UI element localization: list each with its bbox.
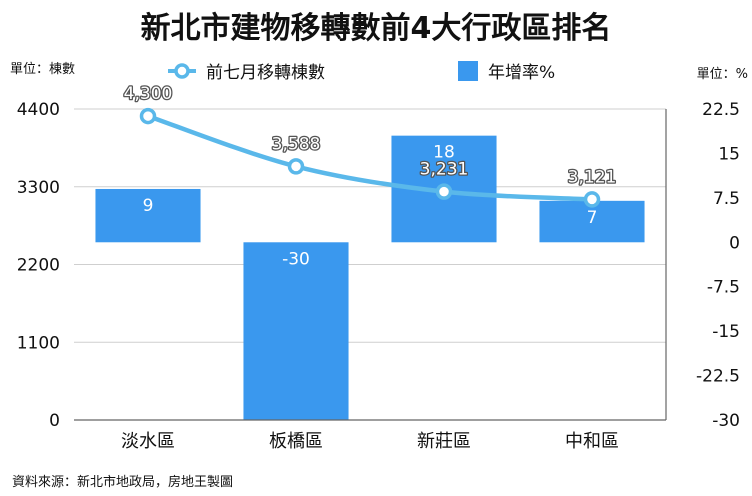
category-label: 中和區 xyxy=(565,431,619,452)
left-axis-unit: 單位：棟數 xyxy=(10,62,75,77)
left-tick-label: 1100 xyxy=(17,333,60,353)
bar-series: 9 -30 18 7 xyxy=(95,135,645,420)
category-label: 淡水區 xyxy=(121,431,175,452)
left-tick-label: 4400 xyxy=(17,100,60,120)
bar xyxy=(539,200,645,243)
series-line xyxy=(145,113,595,202)
legend-line-label: 前七月移轉棟數 xyxy=(206,63,325,83)
category-label: 新莊區 xyxy=(417,431,471,452)
right-tick-label: -15 xyxy=(712,322,740,342)
line-data-label: 4,300 xyxy=(124,84,173,104)
right-tick-label: -30 xyxy=(712,411,740,431)
right-tick-label: 0 xyxy=(729,233,740,253)
bar-data-label: 9 xyxy=(143,196,154,216)
right-tick-label: 15 xyxy=(718,144,740,164)
left-axis-ticks: 0 1100 2200 3300 4400 xyxy=(17,100,60,431)
right-tick-label: -7.5 xyxy=(707,278,740,298)
legend-bar-swatch xyxy=(458,61,478,81)
legend: 前七月移轉棟數 年增率% xyxy=(168,61,555,83)
line-point xyxy=(583,191,601,208)
left-tick-label: 3300 xyxy=(17,178,60,198)
right-tick-label: 7.5 xyxy=(713,189,740,209)
line-data-label: 3,231 xyxy=(420,160,469,180)
left-tick-label: 0 xyxy=(49,411,60,431)
gridlines xyxy=(74,108,666,343)
bar xyxy=(243,242,349,420)
legend-marker-swatch xyxy=(174,63,190,79)
right-tick-label: 22.5 xyxy=(702,100,740,120)
category-label: 板橋區 xyxy=(269,431,323,452)
category-labels: 淡水區 板橋區 新莊區 中和區 xyxy=(121,431,619,452)
bar-data-label: 18 xyxy=(433,143,455,163)
bar-data-label: 7 xyxy=(587,208,598,228)
line-series: 4,300 3,588 3,231 3,121 xyxy=(122,83,618,208)
line-point xyxy=(435,183,453,200)
right-axis-ticks: -30 -22.5 -15 -7.5 0 7.5 15 22.5 xyxy=(696,100,740,431)
bar-data-label: -30 xyxy=(282,249,310,269)
legend-bar-label: 年增率% xyxy=(488,63,555,83)
axes xyxy=(74,109,667,421)
right-axis-unit: 單位：% xyxy=(697,67,748,82)
source-note: 資料來源：新北市地政局，房地王製圖 xyxy=(12,474,233,490)
left-tick-label: 2200 xyxy=(17,256,60,276)
line-data-label: 3,121 xyxy=(568,167,617,187)
chart-title: 新北市建物移轉數前4大行政區排名 xyxy=(141,11,612,46)
line-point xyxy=(287,158,305,175)
right-tick-label: -22.5 xyxy=(696,367,740,387)
line-point xyxy=(139,107,157,125)
line-data-label: 3,588 xyxy=(272,134,321,154)
bar xyxy=(95,188,201,243)
